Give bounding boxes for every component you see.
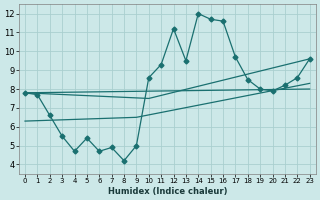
X-axis label: Humidex (Indice chaleur): Humidex (Indice chaleur) xyxy=(108,187,227,196)
